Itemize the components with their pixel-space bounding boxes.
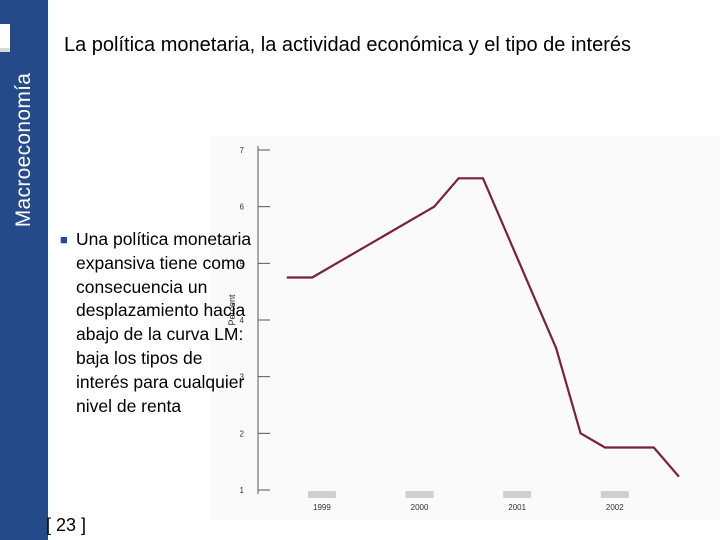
data-point (481, 177, 485, 180)
bullet-item: ■ Una política monetaria expansiva tiene… (60, 228, 258, 418)
interest-rate-chart: 1 2 3 4 5 6 7 Percent 1999 2000 2001 2002 (227, 146, 680, 512)
x-year-band (503, 491, 532, 498)
page-number: [ 23 ] (46, 515, 87, 535)
y-tick-label: 7 (240, 146, 245, 155)
slide-title: La política monetaria, la actividad econ… (64, 34, 631, 56)
data-point (384, 233, 387, 237)
x-tick-label: 2000 (411, 503, 429, 512)
y-tick-label: 4 (240, 316, 245, 325)
x-tick-label: 1999 (313, 503, 331, 512)
data-point (530, 290, 533, 293)
y-tick-label: 1 (240, 486, 245, 495)
y-tick-label: 2 (240, 429, 245, 438)
data-point (677, 474, 680, 477)
data-point (311, 276, 314, 279)
data-point (457, 177, 460, 180)
data-point (335, 262, 338, 265)
x-tick-label: 2002 (606, 503, 624, 512)
data-point (433, 205, 436, 208)
y-tick-label: 5 (240, 259, 245, 268)
x-year-band (405, 491, 434, 498)
y-tick-label: 3 (240, 373, 245, 382)
x-year-band (600, 491, 629, 498)
y-axis-label: Percent (227, 294, 237, 326)
y-tick-label: 6 (240, 203, 245, 212)
bullet-text: Una política monetaria expansiva tiene c… (76, 229, 252, 416)
sidebar-accent-line (0, 48, 10, 52)
data-point (555, 347, 558, 350)
sidebar-accent (0, 24, 10, 48)
square-bullet-icon: ■ (60, 232, 68, 247)
x-year-band (307, 491, 336, 498)
x-tick-label: 2001 (508, 503, 526, 512)
data-point (652, 446, 655, 449)
data-point (506, 233, 509, 237)
data-point (603, 446, 607, 449)
chart-panel: 1 2 3 4 5 6 7 Percent 1999 2000 2001 2002 (210, 136, 720, 520)
data-point (408, 219, 411, 222)
data-point (286, 276, 289, 279)
sidebar-label: Macroeconomía (12, 72, 35, 228)
data-point (359, 248, 363, 251)
series-line (286, 177, 680, 477)
data-point (579, 432, 582, 435)
sidebar: Macroeconomía (0, 0, 48, 540)
data-point (628, 446, 631, 449)
